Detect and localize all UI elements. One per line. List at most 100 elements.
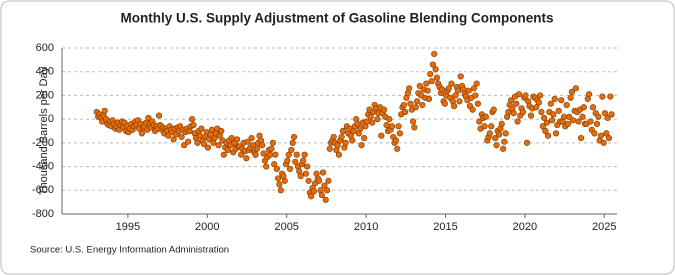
data-point	[284, 157, 291, 164]
data-point	[288, 146, 295, 154]
data-point	[535, 99, 542, 106]
data-point	[338, 133, 345, 141]
data-point	[445, 85, 452, 92]
data-point	[604, 114, 611, 122]
data-point	[244, 138, 251, 145]
data-point	[272, 151, 279, 158]
y-tick-label: -600	[32, 184, 54, 196]
data-point	[481, 123, 488, 130]
data-point	[215, 142, 222, 149]
data-point	[330, 133, 337, 141]
chart-title: Monthly U.S. Supply Adjustment of Gasoli…	[120, 11, 553, 26]
data-point	[292, 158, 299, 165]
data-point	[507, 97, 515, 104]
data-point	[273, 165, 280, 173]
data-point	[357, 125, 364, 132]
data-point	[380, 106, 388, 113]
data-point	[457, 73, 464, 80]
data-point	[539, 123, 546, 130]
data-point	[396, 130, 404, 137]
data-point	[308, 193, 315, 200]
data-point	[394, 145, 401, 152]
data-point	[419, 101, 426, 109]
data-point	[542, 127, 549, 135]
data-point	[138, 130, 145, 137]
data-point	[101, 107, 108, 114]
source-note: Source: U.S. Energy Information Administ…	[30, 245, 229, 256]
data-point	[315, 177, 323, 184]
data-point	[412, 104, 419, 111]
data-point	[429, 61, 437, 68]
y-tick-label: 600	[36, 42, 54, 54]
data-point	[263, 163, 270, 170]
data-point	[492, 135, 499, 142]
data-point	[450, 102, 458, 110]
data-point	[363, 118, 370, 125]
data-point	[587, 118, 594, 125]
data-point	[558, 97, 565, 104]
data-point	[601, 110, 609, 117]
data-point	[204, 144, 212, 151]
data-point	[170, 136, 177, 143]
data-point	[252, 151, 259, 158]
data-point	[500, 145, 507, 152]
data-point	[513, 100, 520, 107]
data-point	[194, 139, 201, 146]
data-point	[498, 120, 505, 127]
data-point	[448, 80, 455, 87]
data-point	[318, 191, 325, 199]
data-point	[410, 118, 417, 125]
data-point	[541, 114, 548, 122]
data-point	[496, 131, 503, 138]
data-point	[268, 145, 275, 152]
data-point	[533, 104, 540, 111]
data-point	[238, 151, 245, 158]
data-point	[564, 120, 572, 127]
data-point	[548, 117, 556, 124]
data-point	[607, 93, 614, 100]
data-point	[474, 100, 481, 107]
data-point	[198, 125, 205, 132]
data-point	[325, 177, 332, 184]
data-point	[259, 142, 266, 149]
data-point	[321, 182, 328, 189]
data-point	[234, 136, 241, 143]
y-tick-label: -800	[32, 208, 54, 220]
data-point	[537, 92, 544, 99]
data-point	[454, 87, 462, 94]
data-point	[286, 165, 294, 173]
data-point	[260, 150, 267, 157]
data-point	[470, 85, 478, 92]
data-point	[319, 169, 327, 176]
data-point	[367, 113, 374, 120]
data-point	[493, 142, 500, 149]
data-point	[323, 187, 331, 194]
data-point	[469, 106, 476, 113]
x-tick-label: 2020	[513, 221, 537, 233]
data-point	[304, 163, 311, 170]
y-tick-label: -200	[32, 137, 54, 149]
data-point	[465, 87, 472, 94]
data-point	[502, 130, 509, 137]
x-tick-label: 2015	[433, 221, 457, 233]
data-point	[248, 135, 255, 142]
data-point	[165, 132, 172, 139]
data-point	[514, 118, 521, 125]
data-point	[326, 145, 333, 152]
data-point	[452, 92, 459, 99]
data-point	[600, 139, 607, 146]
data-point	[407, 100, 414, 107]
data-point	[301, 151, 308, 158]
data-point	[527, 112, 535, 119]
data-point	[543, 119, 550, 126]
data-point	[358, 142, 365, 149]
data-point	[386, 116, 393, 123]
data-point	[427, 70, 434, 78]
data-point	[428, 78, 435, 85]
data-point	[200, 140, 208, 148]
data-point	[552, 130, 560, 137]
data-point	[544, 132, 552, 139]
data-point	[476, 118, 483, 125]
data-point	[595, 113, 602, 120]
